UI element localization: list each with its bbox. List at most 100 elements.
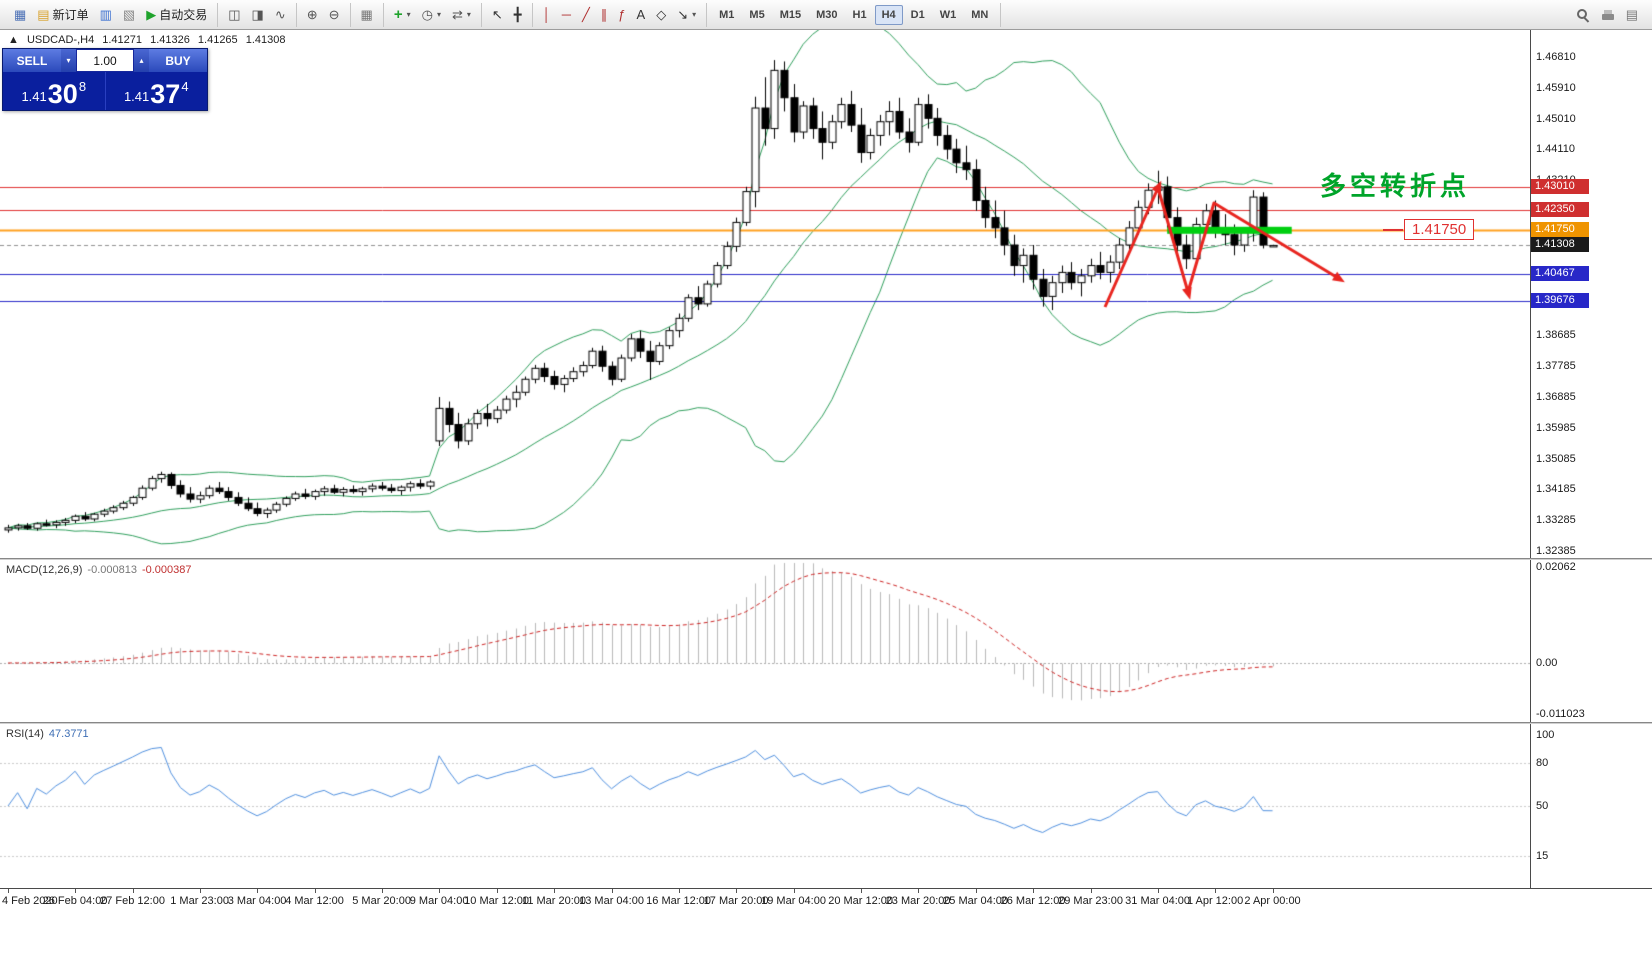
sell-button[interactable]: SELL	[3, 49, 61, 72]
shift-icon: ⇄	[451, 7, 463, 22]
chart-window-icon: ▦	[14, 7, 27, 22]
new-chart-button[interactable]: + ▾	[389, 5, 416, 25]
new-order-button[interactable]: ▤ 新订单	[32, 5, 93, 25]
price-tag-label: 1.41750	[1404, 219, 1475, 240]
vertical-line-button[interactable]: │	[538, 5, 556, 25]
price-level-badge: 1.41750	[1531, 222, 1589, 238]
macd-canvas[interactable]	[0, 560, 1530, 722]
timeframe-m30[interactable]: M30	[816, 8, 838, 21]
new-order-button-label: 新订单	[52, 8, 89, 22]
trendline-button[interactable]: ╱	[577, 5, 595, 25]
horizontal-line-button[interactable]: ─	[557, 5, 576, 25]
cursor-button[interactable]: ↖	[487, 5, 508, 25]
time-label: 10 Mar 12:00	[464, 895, 529, 907]
bar-chart-icon: ◫	[228, 7, 241, 22]
time-tick	[1215, 889, 1216, 893]
timeframe-m1[interactable]: M1	[719, 8, 735, 21]
time-tick	[382, 889, 383, 893]
ohlc-close: 1.41308	[245, 34, 286, 46]
time-label: 25 Mar 04:00	[943, 895, 1008, 907]
timeframe-w1[interactable]: W1	[939, 8, 957, 21]
direction-up-icon: ▲	[8, 34, 19, 46]
bar-chart-button[interactable]: ◫	[223, 5, 245, 25]
turning-point-annotation: 多空转折点	[1320, 171, 1471, 201]
timeframe-m15[interactable]: M15	[779, 8, 802, 21]
rsi-axis-label: 15	[1536, 849, 1549, 862]
crosshair-icon: ╋	[513, 7, 522, 22]
line-chart-button[interactable]: ∿	[270, 5, 291, 25]
panel-splitter[interactable]	[0, 722, 1652, 724]
chevron-down-icon: ▾	[66, 56, 71, 65]
zoom-out-button[interactable]: ⊖	[324, 5, 345, 25]
lots-increase-button[interactable]: ▴	[134, 49, 149, 72]
time-label: 31 Mar 04:00	[1125, 895, 1191, 907]
new-order-icon: ▤	[37, 7, 50, 22]
time-label: 19 Mar 04:00	[761, 895, 826, 907]
ask-price[interactable]: 1.41 37 4	[104, 72, 208, 110]
timeframe-h4[interactable]: H4	[874, 4, 903, 25]
cursor-icon: ↖	[491, 7, 503, 22]
rsi-canvas[interactable]	[0, 724, 1530, 888]
tile-windows-button[interactable]: ▦	[356, 5, 378, 25]
candlestick-chart-button[interactable]: ◨	[247, 5, 269, 25]
data-window-button[interactable]: ▧	[118, 5, 140, 25]
charts-window-button[interactable]: ▦	[9, 5, 31, 25]
toolbar-group: ↖ ╋	[482, 2, 533, 27]
lots-decrease-button[interactable]: ▾	[61, 49, 76, 72]
price-level-badge: 1.40467	[1531, 266, 1589, 282]
arrow-tools-icon: ↘	[677, 7, 689, 22]
panel-splitter[interactable]	[0, 558, 1652, 560]
time-tick	[554, 889, 555, 893]
buy-button[interactable]: BUY	[149, 49, 207, 72]
shapes-button[interactable]: ◇	[651, 5, 671, 25]
periods-button[interactable]: ◷ ▾	[417, 5, 446, 25]
rsi-name: RSI(14)	[6, 728, 44, 740]
timeframe-m5[interactable]: M5	[749, 8, 765, 21]
data-window-icon: ▧	[122, 7, 136, 22]
timeframe-group: M1 M5 M15 M30 H1 H4 D1 W1 MN	[707, 2, 1002, 27]
bid-price[interactable]: 1.41 30 8	[3, 72, 105, 110]
price-axis-label: 1.46810	[1536, 51, 1576, 63]
timeframe-h1[interactable]: H1	[852, 8, 867, 21]
zoom-out-icon: ⊖	[328, 7, 340, 22]
print-button[interactable]	[1596, 5, 1620, 25]
macd-axis-label: 0.00	[1536, 657, 1558, 669]
time-tick	[1273, 889, 1274, 893]
chart-shift-button[interactable]: ⇄ ▾	[447, 5, 476, 25]
time-label: 17 Mar 20:00	[703, 895, 769, 907]
fibonacci-button[interactable]: ƒ	[613, 5, 630, 25]
page-icon: ▤	[1625, 7, 1638, 22]
text-button[interactable]: A	[632, 5, 651, 25]
time-tick	[439, 889, 440, 893]
rsi-axis: 100 80 50 15	[1530, 724, 1652, 888]
text-icon: A	[636, 7, 646, 22]
vertical-line-icon: │	[542, 7, 551, 22]
time-tick	[976, 889, 977, 893]
print-icon	[1601, 8, 1615, 22]
crosshair-button[interactable]: ╋	[509, 5, 527, 25]
ohlc-open: 1.41271	[102, 34, 143, 46]
search-button[interactable]	[1571, 5, 1595, 25]
page-setup-button[interactable]: ▤	[1621, 5, 1643, 25]
time-label: 26 Mar 12:00	[1000, 895, 1066, 907]
horizontal-line-icon: ─	[561, 7, 571, 22]
market-watch-button[interactable]: ▥	[95, 5, 117, 25]
main-chart-canvas[interactable]	[0, 30, 1530, 558]
time-label: 1 Mar 23:00	[170, 895, 229, 907]
price-axis-label: 1.45910	[1536, 81, 1576, 94]
time-axis: 4 Feb 2020 26 Feb 04:00 27 Feb 12:00 1 Mar …	[0, 888, 1652, 956]
timeframe-mn[interactable]: MN	[971, 8, 989, 21]
channel-button[interactable]: ∥	[596, 5, 613, 25]
chevron-down-icon: ▾	[466, 10, 471, 19]
time-tick	[794, 889, 795, 893]
lot-size-input[interactable]: 1.00	[76, 49, 134, 72]
zoom-in-button[interactable]: ⊕	[302, 5, 323, 25]
arrows-button[interactable]: ↘ ▾	[672, 5, 701, 25]
rsi-axis-label: 80	[1536, 757, 1549, 770]
price-level-badge: 1.39676	[1531, 293, 1589, 309]
time-tick	[75, 889, 76, 893]
price-level-badge: 1.42350	[1531, 201, 1589, 217]
time-label: 20 Mar 12:00	[828, 895, 894, 907]
timeframe-d1[interactable]: D1	[910, 8, 925, 21]
autotrading-button[interactable]: ▶ 自动交易	[141, 5, 212, 25]
